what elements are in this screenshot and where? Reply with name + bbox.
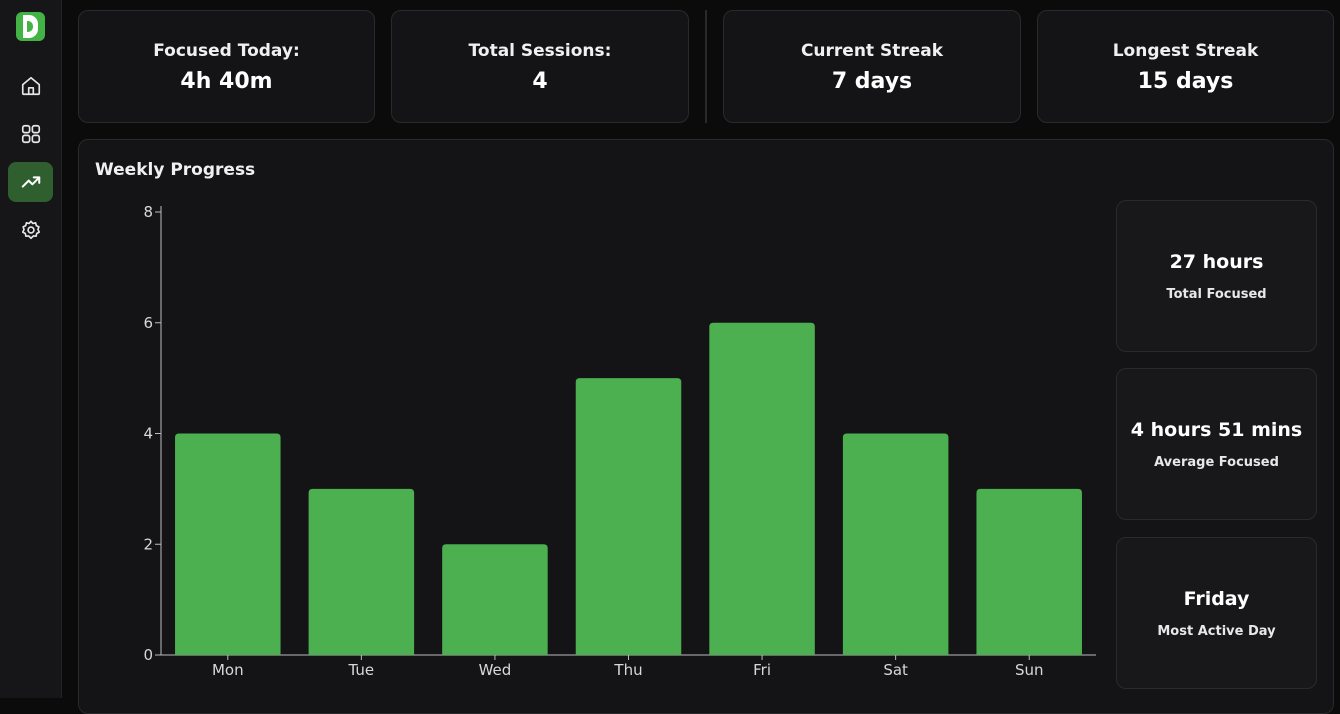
summary-label: Average Focused: [1154, 455, 1279, 470]
x-tick-label: Wed: [479, 661, 512, 679]
stat-value: 15 days: [1137, 69, 1234, 94]
bar-tue: [308, 488, 415, 655]
stat-value: 4h 40m: [180, 69, 273, 94]
weekly-bar-chart: 0 2 4 6 8 Mon Tue Wed Thu Fri Sat Sun: [143, 203, 1096, 679]
longest-streak-card: Longest Streak 15 days: [1037, 10, 1334, 123]
nav-home[interactable]: [8, 66, 53, 106]
bar-sat: [842, 433, 949, 655]
stat-label: Longest Streak: [1112, 41, 1259, 61]
x-tick-label: Thu: [613, 661, 642, 679]
summary-label: Most Active Day: [1157, 624, 1276, 639]
y-tick-label: 0: [143, 646, 153, 664]
grid-icon: [21, 124, 40, 144]
home-icon: [21, 76, 40, 96]
bar-thu: [575, 378, 682, 655]
bar-sun: [976, 488, 1082, 655]
summary-value: 27 hours: [1169, 251, 1264, 273]
average-focused-card: 4 hours 51 mins Average Focused: [1116, 368, 1317, 520]
panel-title: Weekly Progress: [95, 160, 256, 180]
bar-wed: [442, 544, 548, 655]
y-tick-label: 2: [143, 535, 153, 553]
x-tick-label: Fri: [753, 661, 771, 679]
total-focused-card: 27 hours Total Focused: [1116, 200, 1317, 352]
stat-label: Focused Today:: [153, 41, 300, 61]
app-logo[interactable]: [16, 12, 45, 41]
x-tick-label: Sat: [883, 661, 908, 679]
summary-value: 4 hours 51 mins: [1130, 419, 1303, 441]
total-sessions-card: Total Sessions: 4: [391, 10, 689, 123]
stat-label: Total Sessions:: [468, 41, 612, 61]
nav-dashboard[interactable]: [8, 114, 53, 154]
x-tick-label: Sun: [1015, 661, 1044, 679]
y-tick-label: 4: [143, 425, 153, 443]
stats-divider: [705, 10, 707, 123]
focused-today-card: Focused Today: 4h 40m: [78, 10, 375, 123]
most-active-day-card: Friday Most Active Day: [1116, 537, 1317, 689]
trending-up-icon: [21, 176, 40, 188]
x-tick-label: Mon: [212, 661, 244, 679]
nav-settings[interactable]: [8, 210, 53, 250]
summary-value: Friday: [1183, 588, 1250, 610]
current-streak-card: Current Streak 7 days: [723, 10, 1021, 123]
stat-label: Current Streak: [800, 41, 944, 61]
stat-value: 4: [532, 69, 548, 94]
summary-label: Total Focused: [1166, 287, 1267, 302]
sidebar: [0, 0, 62, 698]
nav-statistics[interactable]: [8, 162, 53, 202]
y-tick-label: 6: [143, 314, 153, 332]
bar-mon: [175, 433, 281, 655]
gear-icon: [21, 220, 40, 240]
bar-fri: [709, 322, 815, 655]
y-tick-label: 8: [143, 203, 153, 221]
x-tick-label: Tue: [348, 661, 375, 679]
stat-value: 7 days: [831, 69, 913, 94]
